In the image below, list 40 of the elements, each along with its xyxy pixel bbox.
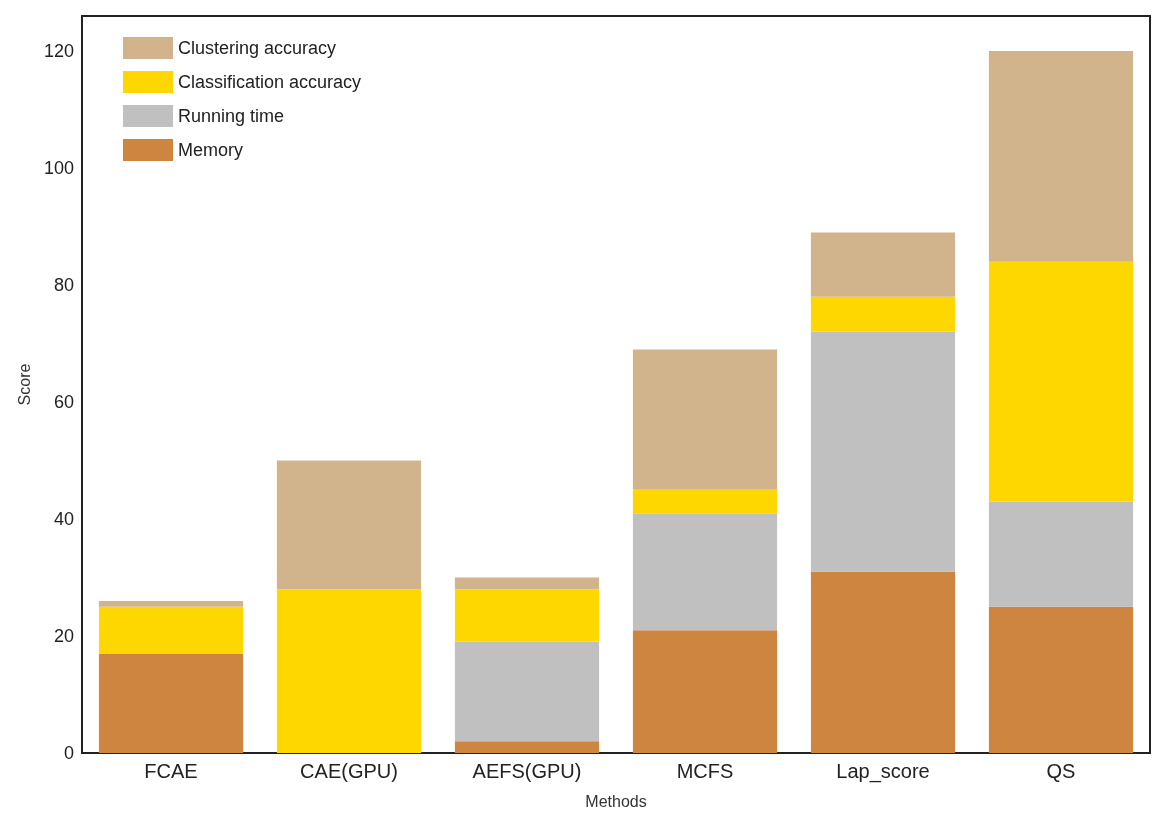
y-tick-label: 120 [43, 41, 74, 62]
bar [276, 460, 422, 590]
y-tick-label: 60 [53, 392, 74, 413]
y-tick-label: 20 [53, 626, 74, 647]
x-tick-label: QS [1046, 760, 1076, 782]
bar [810, 232, 956, 297]
y-axis-title: Score [15, 363, 33, 406]
legend-label: Running time [178, 106, 285, 126]
bar [632, 513, 778, 631]
y-tick-label: 80 [53, 275, 74, 296]
bar [632, 489, 778, 514]
bar [810, 296, 956, 332]
legend-label: Clustering accuracy [178, 38, 337, 58]
bar [810, 331, 956, 572]
bar [454, 589, 600, 642]
y-tick-label: 0 [63, 743, 74, 763]
bar [276, 589, 422, 753]
bar [454, 641, 600, 742]
x-tick-label: MCFS [676, 760, 734, 782]
bar [632, 349, 778, 490]
bar [988, 51, 1134, 262]
x-axis-title: Methods [585, 792, 647, 810]
bar [988, 261, 1134, 502]
bar [454, 577, 600, 590]
legend-label: Memory [178, 140, 244, 160]
bar [632, 630, 778, 753]
bar [98, 606, 244, 654]
y-tick-label: 100 [43, 158, 74, 179]
bar [98, 653, 244, 753]
y-tick-label: 40 [53, 509, 74, 530]
x-tick-label: FCAE [144, 760, 198, 782]
bar [454, 741, 600, 753]
x-tick-label: CAE(GPU) [300, 760, 398, 782]
bar [810, 571, 956, 753]
bar [988, 501, 1134, 607]
x-tick-label: AEFS(GPU) [472, 760, 582, 782]
bar [988, 606, 1134, 753]
legend-label: Classification accuracy [178, 72, 362, 92]
x-tick-label: Lap_score [836, 760, 930, 783]
bar [98, 600, 244, 607]
